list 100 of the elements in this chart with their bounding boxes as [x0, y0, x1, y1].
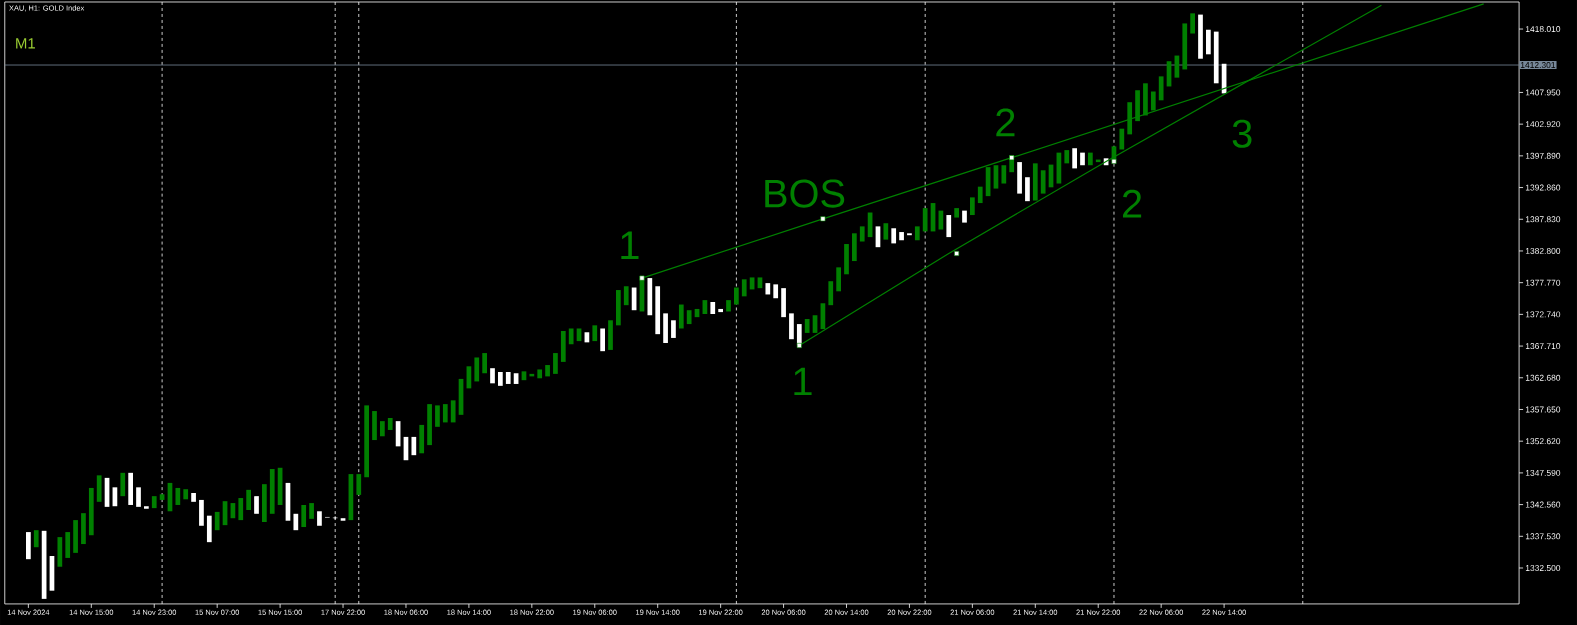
candlestick [498, 372, 503, 386]
candlestick [671, 320, 676, 338]
candlestick [977, 186, 983, 204]
candlestick [726, 300, 731, 312]
candlestick [781, 288, 786, 318]
point [820, 216, 826, 222]
candlestick [293, 513, 299, 531]
candlestick [340, 518, 346, 521]
candlestick [262, 484, 267, 523]
candlestick [269, 469, 275, 514]
candlestick [623, 286, 629, 306]
candlestick [81, 513, 86, 545]
candlestick [545, 365, 550, 377]
candlestick [419, 424, 425, 454]
candlestick [317, 511, 322, 526]
candlestick [411, 436, 417, 456]
candlestick [553, 353, 558, 374]
candlestick [970, 197, 975, 216]
candlestick [151, 496, 157, 509]
candlestick [1017, 162, 1022, 194]
annotation: 3 [1232, 119, 1252, 148]
candlestick [1143, 83, 1148, 116]
candlestick [844, 244, 849, 275]
y-tick-label: 1332.500 [1525, 565, 1561, 572]
candlestick [560, 331, 566, 362]
candlestick [1206, 29, 1211, 55]
y-tick-label: 1337.530 [1525, 533, 1561, 540]
candlestick [128, 472, 133, 506]
candlestick [136, 487, 141, 507]
candlestick [836, 267, 841, 292]
candlestick [482, 353, 487, 374]
y-tick-label: 1357.650 [1525, 406, 1561, 413]
annotation: 1 [794, 367, 812, 396]
candlestick [238, 498, 244, 521]
candlestick [33, 530, 39, 548]
y-tick-label: 1418.010 [1525, 26, 1561, 33]
candlestick [356, 474, 362, 495]
candlestick [490, 368, 495, 384]
candlestick [1135, 90, 1140, 122]
y-tick-label: 1407.950 [1525, 89, 1561, 96]
candlestick [364, 405, 369, 478]
y-tick-label: 1342.560 [1525, 501, 1561, 508]
candlestick [309, 503, 314, 519]
candlestick [686, 310, 692, 325]
point [1009, 155, 1015, 161]
candlestick [647, 278, 653, 316]
candlestick [1080, 152, 1085, 166]
candlestick [883, 223, 889, 240]
candlestick [1072, 148, 1077, 169]
candlestick [922, 208, 928, 232]
y-tick-label: 1352.620 [1525, 438, 1561, 445]
candlestick [1032, 163, 1038, 201]
point [639, 275, 645, 281]
candlestick [301, 505, 307, 528]
candlestick [954, 208, 959, 218]
y-tick-label: 1377.770 [1525, 279, 1561, 286]
candlestick [899, 232, 904, 241]
candlestick [199, 499, 204, 526]
candlestick [380, 421, 385, 437]
point [1111, 159, 1117, 165]
annotation: 2 [1122, 189, 1142, 218]
candlestick [962, 210, 967, 223]
annotation: M1 [16, 38, 35, 49]
candlestick [191, 493, 196, 502]
point [796, 343, 802, 349]
candlestick [474, 357, 480, 382]
candlestick [765, 283, 771, 295]
candlestick [1001, 165, 1007, 184]
annotation: 1 [621, 231, 639, 260]
candlestick [1119, 128, 1125, 150]
candlestick [537, 369, 543, 379]
candlestick [678, 304, 684, 329]
candlestick [435, 405, 440, 427]
candlestick [655, 286, 661, 335]
y-tick-label: 1392.860 [1525, 184, 1561, 191]
candlestick [254, 496, 259, 514]
candlestick [592, 325, 598, 342]
candlestick [600, 328, 605, 352]
candlestick [372, 411, 377, 441]
candlestick [718, 309, 723, 313]
candlestick [741, 279, 747, 297]
candlestick [206, 515, 212, 543]
candlestick [1127, 102, 1133, 135]
y-tick-label: 1402.920 [1525, 121, 1561, 128]
candlestick [65, 532, 71, 558]
candlestick [946, 215, 952, 238]
candlestick [26, 532, 31, 560]
candlestick [175, 488, 181, 506]
candlestick [183, 489, 189, 500]
candlestick [804, 319, 810, 333]
candlestick [450, 400, 456, 423]
annotation: 2 [996, 108, 1015, 137]
y-tick-label: 1362.680 [1525, 374, 1561, 381]
candlestick [568, 328, 574, 345]
candlestick [505, 372, 511, 384]
candlestick [120, 472, 126, 497]
candlestick [1150, 91, 1156, 111]
candlestick [914, 226, 920, 241]
candlestick [57, 537, 63, 567]
candlestick [891, 228, 897, 244]
